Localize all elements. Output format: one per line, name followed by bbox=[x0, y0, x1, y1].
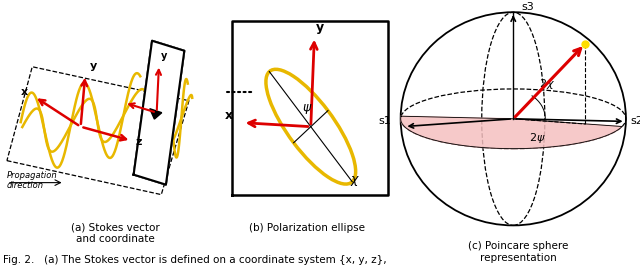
Text: (b) Polarization ellipse: (b) Polarization ellipse bbox=[249, 222, 365, 232]
Polygon shape bbox=[401, 116, 622, 149]
Text: $\psi$: $\psi$ bbox=[302, 102, 312, 116]
Text: y: y bbox=[90, 61, 97, 71]
Text: Propagation
direction: Propagation direction bbox=[7, 171, 58, 190]
Text: $\chi$: $\chi$ bbox=[350, 174, 360, 188]
Text: s3: s3 bbox=[521, 2, 534, 12]
Text: z: z bbox=[136, 137, 142, 147]
Text: y: y bbox=[161, 51, 168, 61]
Text: s2: s2 bbox=[630, 116, 640, 126]
Text: $2\chi$: $2\chi$ bbox=[539, 77, 555, 91]
Text: Fig. 2.   (a) The Stokes vector is defined on a coordinate system {x, y, z},: Fig. 2. (a) The Stokes vector is defined… bbox=[3, 255, 387, 265]
Polygon shape bbox=[134, 41, 184, 185]
Polygon shape bbox=[150, 109, 162, 119]
Text: (a) Stokes vector
and coordinate: (a) Stokes vector and coordinate bbox=[71, 222, 159, 244]
Text: x: x bbox=[20, 87, 28, 97]
Text: $2\psi$: $2\psi$ bbox=[529, 131, 545, 146]
Polygon shape bbox=[134, 41, 184, 185]
Text: (c) Poincare sphere
representation: (c) Poincare sphere representation bbox=[468, 241, 568, 263]
Polygon shape bbox=[232, 21, 388, 195]
Text: x: x bbox=[225, 109, 233, 122]
Text: y: y bbox=[316, 21, 324, 34]
Text: s1: s1 bbox=[379, 116, 392, 126]
